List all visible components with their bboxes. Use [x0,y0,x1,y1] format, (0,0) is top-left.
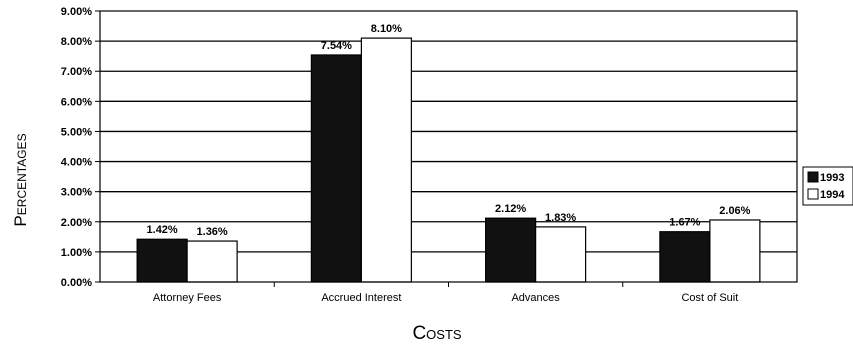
legend-label-1993: 1993 [820,172,844,184]
x-axis-title: Costs [412,323,461,344]
bar-1994-accrued-interest [360,37,412,283]
x-category-label: Attorney Fees [153,292,222,304]
legend-label-1994: 1994 [820,189,845,201]
x-category-label: Advances [511,292,560,304]
legend-swatch-1993 [807,171,819,183]
data-label: 7.54% [321,40,352,52]
data-label: 1.67% [669,217,700,229]
data-label: 1.42% [147,224,178,236]
y-tick-label: 3.00% [61,187,92,199]
category-labels: Attorney Fees Accrued Interest Advances Cos… [153,282,738,304]
y-tick-label: 5.00% [61,126,92,138]
legend: 1993 1994 [802,166,853,206]
bar-1993-attorney-fees [136,238,188,283]
y-tick-label: 6.00% [61,96,92,108]
bars [136,37,761,283]
y-tick-label: 7.00% [61,66,92,78]
data-label: 1.36% [197,226,228,238]
y-tick-label: 4.00% [61,157,92,169]
plot-area-frame [99,10,798,283]
y-axis-title: Percentages [11,133,30,226]
bar-1994-cost-of-suit [709,219,761,283]
x-category-label: Cost of Suit [681,292,738,304]
data-label: 1.83% [545,212,576,224]
data-label: 2.06% [719,205,750,217]
y-tick-label: 0.00% [61,277,92,289]
x-category-label: Accrued Interest [321,292,401,304]
bar-1993-advances [485,217,537,283]
y-tick-label: 8.00% [61,36,92,48]
y-tick-label: 1.00% [61,247,92,259]
y-tick-label: 2.00% [61,217,92,229]
bar-1994-advances [535,226,587,283]
legend-swatch-1994 [807,188,819,200]
y-axis-ticks: 0.00% 1.00% 2.00% 3.00% 4.00% 5.00% 6.00% 7.00%… [61,6,100,289]
data-label: 8.10% [371,23,402,35]
bar-1993-cost-of-suit [659,231,711,283]
gridlines [100,40,797,253]
data-labels: 1.42% 1.36% 7.54% 8.10% 2.12% 1.83% 1.67% 2.06% [147,23,751,238]
bar-1994-attorney-fees [186,240,238,283]
y-tick-label: 9.00% [61,6,92,18]
bar-1993-accrued-interest [310,54,362,283]
data-label: 2.12% [495,203,526,215]
